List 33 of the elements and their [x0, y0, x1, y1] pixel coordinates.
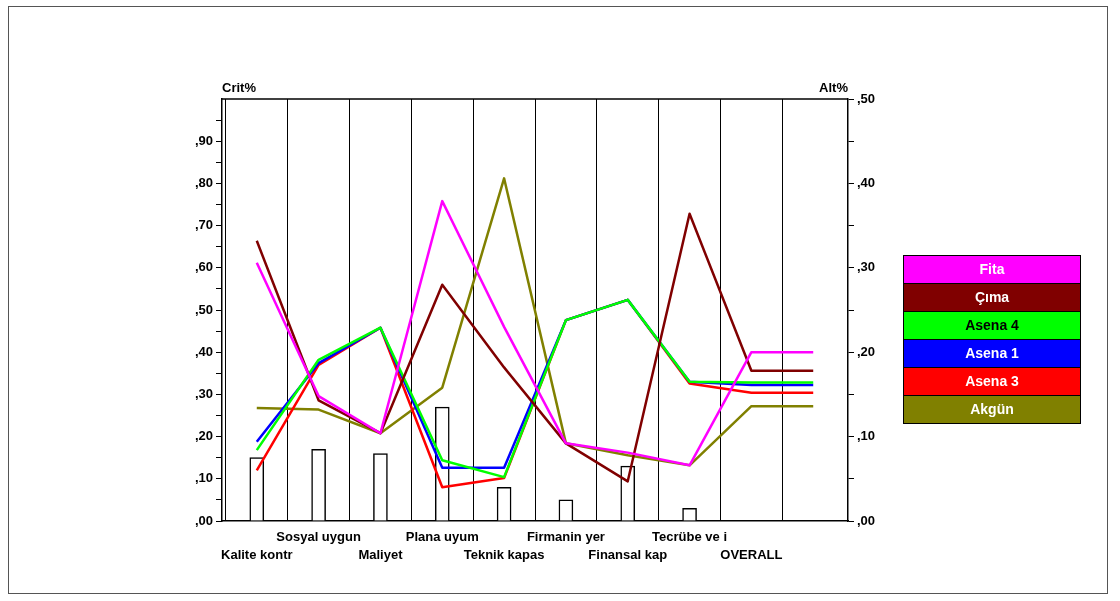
y2-axis-title: Alt%	[819, 80, 849, 96]
y-tick-label: ,20	[194, 428, 213, 444]
y2-tick-label: ,40	[857, 174, 876, 190]
y-tick-label: ,70	[194, 217, 213, 233]
text: Asena 4	[904, 312, 1080, 340]
text: Asena 1	[904, 340, 1080, 368]
y2-tick-label: ,20	[857, 343, 876, 359]
text: Akgün	[904, 396, 1080, 423]
y-tick-label: ,90	[194, 132, 213, 148]
x-tick-label: Plana uyum	[405, 529, 479, 545]
text: Çıma	[904, 284, 1080, 312]
y2-tick-label: ,50	[857, 90, 876, 106]
x-tick-label: Sosyal uygun	[276, 529, 361, 545]
y-tick-label: ,60	[194, 259, 213, 275]
x-tick-label: OVERALL	[720, 547, 783, 563]
x-tick-label: Maliyet	[358, 547, 404, 563]
text: Asena 3	[904, 368, 1080, 396]
x-tick-label: Teknik kapas	[463, 547, 545, 563]
y-tick-label: ,80	[194, 174, 213, 190]
x-tick-label: Finansal kap	[588, 547, 668, 563]
y2-tick-label: ,00	[857, 512, 876, 528]
x-tick-label: Firmanin yer	[526, 529, 605, 545]
y-tick-label: ,40	[194, 343, 213, 359]
y-tick-label: ,50	[194, 301, 213, 317]
x-tick-label: Kalite kontr	[221, 547, 293, 563]
y-tick-label: ,10	[194, 470, 213, 486]
y-tick-label: ,00	[194, 512, 213, 528]
x-tick-label: Tecrübe ve i	[652, 529, 728, 545]
text: Fita	[904, 256, 1080, 284]
y-axis-title: Crit%	[222, 80, 257, 96]
y2-tick-label: ,10	[857, 428, 876, 444]
y2-tick-label: ,30	[857, 259, 876, 275]
y-tick-label: ,30	[194, 385, 213, 401]
